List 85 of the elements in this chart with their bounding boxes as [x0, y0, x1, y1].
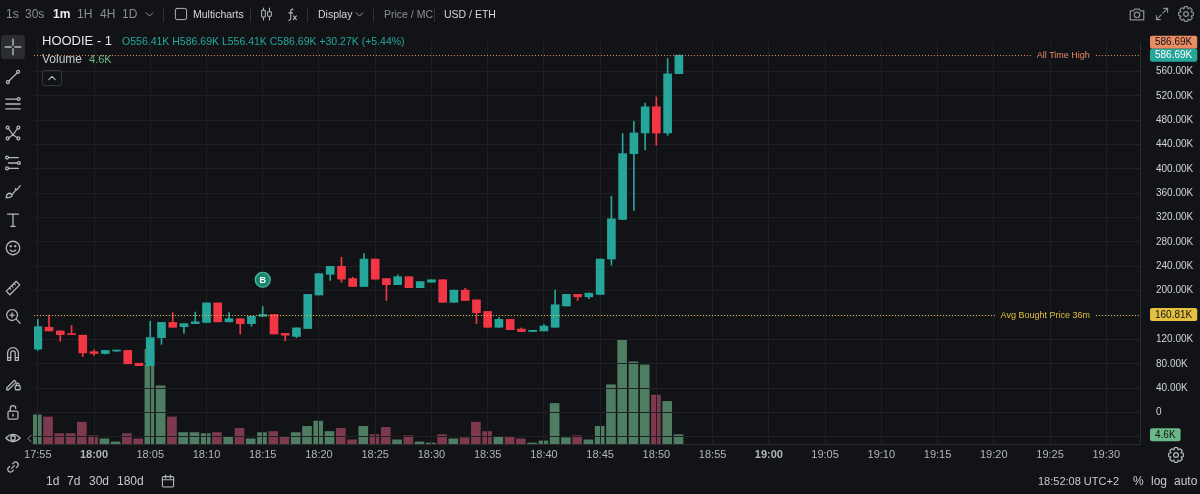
x-tick-label: 18:00	[79, 447, 109, 460]
text: 1D	[122, 6, 138, 22]
text: auto	[1174, 473, 1198, 489]
text: Multicharts	[193, 7, 244, 22]
x-tick-label: 18:50	[642, 447, 671, 460]
bar	[268, 431, 279, 444]
text: %	[1133, 473, 1144, 489]
x-tick-label: 18:10	[192, 447, 221, 460]
bar	[662, 401, 673, 444]
bar	[448, 438, 459, 444]
y-tick-label: 320.00K	[1156, 211, 1194, 223]
candlestick	[258, 306, 268, 317]
x-tick-label: 18:40	[530, 447, 558, 460]
text: 1s	[6, 6, 19, 22]
bar	[561, 437, 571, 444]
text: USD / ETH	[444, 7, 496, 22]
y-tick-label: 480.00K	[1156, 113, 1194, 125]
ref-line-label: Avg Bought Price 36m	[1000, 310, 1091, 321]
y-tick-label: 120.00K	[1156, 333, 1194, 345]
annotation: B	[259, 274, 267, 285]
y-tick-label: 80.00K	[1156, 357, 1189, 369]
text: 1d	[46, 473, 60, 489]
x-tick-label: 19:30	[1092, 447, 1121, 460]
chart-title: HOODIE - 1	[42, 33, 113, 49]
x-tick-label: 18:45	[586, 447, 614, 460]
x-tick-label: 18:55	[698, 447, 727, 460]
y-tick-label: 40.00K	[1156, 381, 1189, 393]
x-tick-label: 18:20	[305, 447, 333, 460]
text: 586.69K	[1155, 49, 1193, 61]
y-tick-label: 360.00K	[1156, 187, 1194, 199]
text: Price / MC	[384, 7, 434, 22]
chart-subtitle: O556.41K H586.69K L556.41K C586.69K +30.27K (+5.44%)	[122, 34, 405, 49]
annotation: 4.6K	[89, 52, 112, 67]
bar	[43, 416, 53, 444]
text: Display	[318, 7, 353, 22]
text: 4.6K	[1155, 428, 1176, 440]
text: 30d	[89, 473, 110, 489]
x-tick-label: 19:00	[754, 447, 783, 460]
bar	[516, 438, 526, 444]
y-tick-label: 440.00K	[1156, 138, 1194, 150]
bar	[403, 435, 414, 444]
x-tick-label: 19:10	[867, 447, 896, 460]
x-tick-label: 18:15	[248, 447, 277, 460]
bar	[380, 427, 391, 444]
x-tick-label: 18:05	[136, 447, 164, 460]
candlestick	[190, 311, 200, 324]
x-tick-label: 18:25	[361, 447, 389, 460]
y-tick-label: 200.00K	[1156, 284, 1194, 296]
chart-title: Volume	[42, 51, 83, 67]
text: 18:52:08 UTC+2	[1038, 474, 1120, 489]
bar	[639, 364, 650, 444]
y-tick-label: 520.00K	[1156, 89, 1194, 101]
text: 160.81K	[1155, 308, 1193, 320]
text: 7d	[67, 473, 81, 489]
text: 1m	[53, 6, 71, 22]
bar	[212, 432, 222, 444]
text: log	[1151, 473, 1168, 489]
text: 180d	[117, 473, 144, 489]
y-tick-label: 0	[1156, 406, 1162, 418]
x-tick-label: 19:20	[980, 447, 1008, 460]
x-tick-label: 18:35	[473, 447, 502, 460]
text: 30s	[25, 6, 45, 22]
bar	[437, 434, 447, 444]
x-tick-label: 18:30	[417, 447, 446, 460]
bar	[223, 436, 234, 444]
text: 586.69K	[1155, 36, 1193, 48]
x-tick-label: 17:55	[24, 447, 52, 460]
text: 4H	[100, 6, 116, 22]
bar	[572, 435, 583, 444]
ref-line-label: All Time High	[1036, 50, 1090, 61]
x-tick-label: 19:15	[923, 447, 952, 460]
y-tick-label: 400.00K	[1156, 162, 1194, 174]
bar	[358, 425, 369, 444]
y-tick-label: 560.00K	[1156, 65, 1194, 77]
candlestick	[629, 121, 639, 211]
bar	[99, 438, 110, 444]
bar	[392, 439, 402, 444]
bar	[459, 437, 470, 444]
y-tick-label: 240.00K	[1156, 260, 1194, 272]
text: 1H	[77, 6, 93, 22]
x-tick-label: 19:25	[1036, 447, 1064, 460]
bar	[178, 432, 188, 444]
bar	[167, 416, 177, 444]
y-tick-label: 280.00K	[1156, 235, 1194, 247]
x-tick-label: 19:05	[811, 447, 839, 460]
